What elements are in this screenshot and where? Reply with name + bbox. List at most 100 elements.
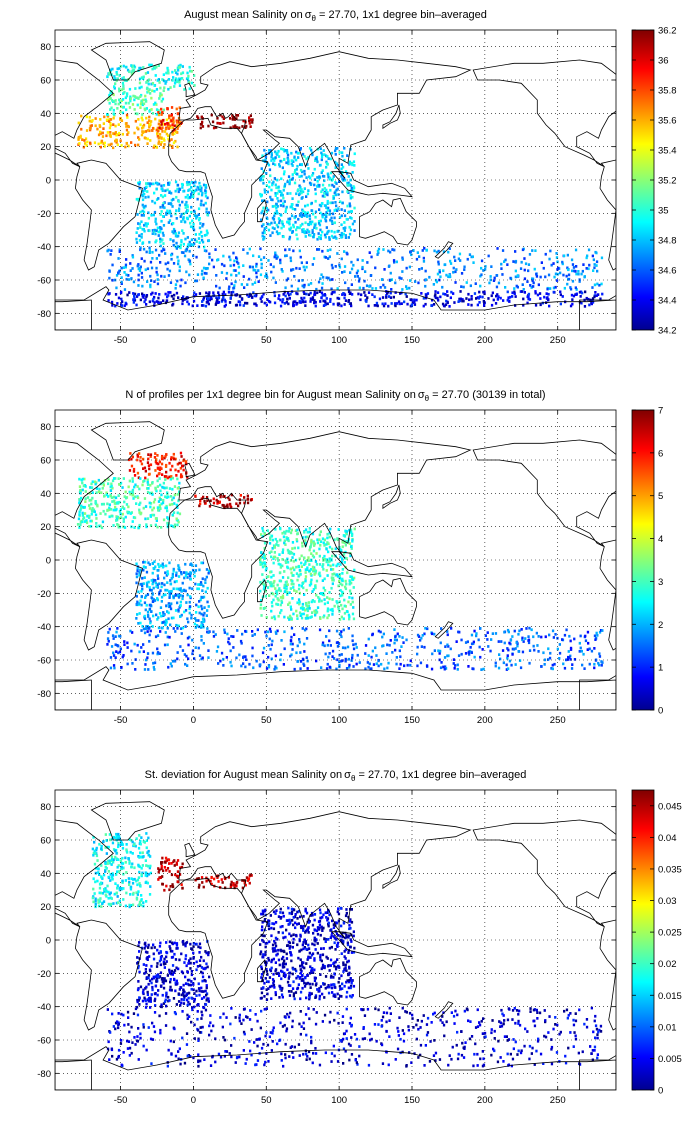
data-cell	[558, 651, 562, 655]
data-cell	[269, 234, 272, 237]
data-cell	[95, 517, 98, 520]
data-cell	[296, 617, 299, 620]
data-cell	[347, 600, 350, 604]
data-cell	[180, 220, 183, 223]
data-cell	[148, 467, 151, 471]
data-cell	[330, 234, 334, 238]
data-cell	[253, 633, 256, 636]
data-cell	[318, 290, 322, 293]
data-cell	[350, 217, 353, 220]
data-cell	[191, 587, 194, 591]
data-cell	[168, 461, 171, 465]
data-cell	[329, 527, 332, 531]
data-cell	[336, 645, 340, 648]
data-cell	[136, 569, 139, 573]
data-cell	[159, 261, 162, 264]
data-cell	[179, 284, 182, 288]
data-cell	[571, 263, 575, 266]
data-cell	[318, 183, 321, 187]
data-cell	[115, 519, 118, 522]
data-cell	[110, 484, 113, 488]
data-cell	[325, 635, 328, 638]
data-cell	[201, 224, 204, 228]
data-cell	[124, 515, 127, 519]
data-cell	[146, 267, 150, 271]
data-cell	[123, 507, 126, 510]
data-cell	[176, 255, 179, 259]
data-cell	[170, 214, 173, 218]
data-cell	[166, 209, 169, 213]
data-cell	[141, 483, 144, 487]
data-cell	[136, 112, 139, 116]
data-cell	[351, 612, 355, 616]
data-cell	[154, 232, 157, 236]
data-cell	[208, 569, 211, 573]
data-cell	[492, 279, 496, 282]
data-cell	[147, 487, 150, 490]
data-cell	[569, 287, 573, 291]
data-cell	[324, 192, 328, 195]
data-cell	[348, 617, 351, 621]
data-cell	[284, 248, 287, 252]
data-cell	[288, 601, 291, 605]
data-cell	[342, 617, 345, 621]
data-cell	[130, 649, 133, 653]
data-cell	[109, 508, 113, 511]
data-cell	[118, 250, 121, 253]
data-cell	[191, 219, 194, 223]
data-cell	[265, 616, 268, 619]
data-cell	[139, 95, 142, 98]
data-cell	[223, 628, 226, 632]
data-cell	[345, 532, 348, 536]
data-cell	[244, 665, 247, 669]
data-cell	[166, 521, 169, 525]
data-cell	[246, 301, 249, 305]
data-cell	[331, 554, 334, 558]
data-cell	[478, 290, 481, 294]
data-cell	[347, 613, 351, 617]
data-cell	[136, 96, 139, 100]
data-cell	[593, 662, 596, 666]
data-cell	[95, 525, 98, 528]
data-cell	[352, 606, 355, 609]
data-cell	[158, 876, 161, 880]
data-cell	[503, 630, 506, 634]
data-cell	[398, 276, 401, 280]
data-cell	[586, 648, 589, 651]
data-cell	[323, 213, 327, 217]
data-cell	[268, 594, 271, 597]
data-cell	[293, 155, 296, 159]
data-cell	[151, 299, 154, 303]
data-cell	[270, 575, 273, 579]
data-cell	[137, 476, 140, 480]
data-cell	[324, 300, 327, 304]
data-cell	[172, 587, 175, 591]
data-cell	[176, 523, 179, 527]
data-cell	[345, 217, 348, 221]
data-cell	[137, 284, 140, 287]
data-cell	[151, 232, 154, 235]
data-cell	[298, 600, 301, 604]
data-cell	[95, 522, 98, 525]
data-cell	[131, 455, 134, 459]
data-cell	[469, 284, 472, 288]
data-cell	[120, 516, 123, 519]
data-cell	[577, 272, 580, 276]
data-cell	[332, 576, 335, 580]
data-cell	[178, 65, 181, 69]
data-cell	[167, 665, 170, 669]
data-cell	[351, 195, 354, 199]
data-cell	[126, 92, 129, 95]
data-cell	[301, 284, 304, 288]
data-cell	[160, 123, 163, 126]
coastline	[55, 59, 114, 168]
data-cell	[290, 162, 293, 166]
data-cell	[305, 602, 308, 605]
data-cell	[151, 112, 155, 115]
data-cell	[165, 127, 168, 130]
data-cell	[448, 247, 451, 250]
data-cell	[121, 77, 124, 80]
data-cell	[177, 609, 180, 613]
data-cell	[141, 118, 144, 122]
data-cell	[157, 616, 160, 619]
